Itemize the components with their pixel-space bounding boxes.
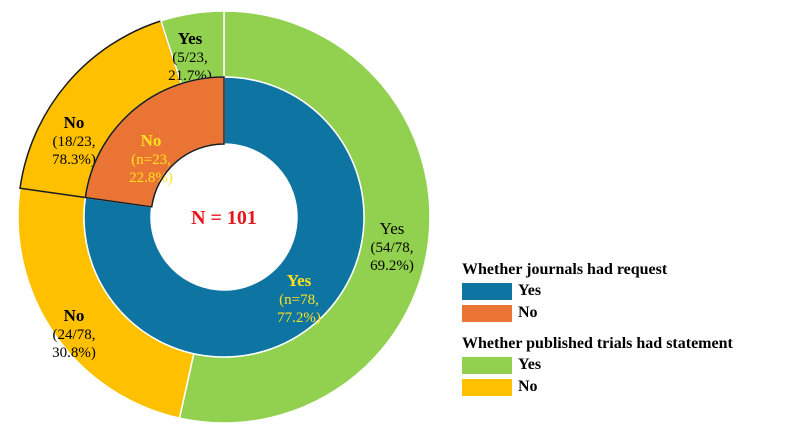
legend-item-statement-yes: Yes	[462, 354, 792, 376]
legend-item-statement-no: No	[462, 376, 792, 398]
inner-label-no-1: No (n=23, 22.8%)	[129, 131, 173, 186]
outer-label-yes-0: Yes (54/78, 69.2%)	[370, 219, 414, 274]
nested-donut-chart: Yes (54/78, 69.2%) No (24/78, 30.8%) No (18/23,…	[17, 10, 431, 424]
legend-label-request-no: No	[518, 304, 538, 321]
legend-swatch-request-no	[462, 304, 512, 322]
center-total-label: N = 101	[191, 207, 257, 229]
legend-label-statement-yes: Yes	[518, 356, 542, 373]
legend-label-statement-no: No	[518, 378, 538, 395]
legend-item-request-yes: Yes	[462, 280, 792, 302]
legend-swatch-request-yes	[462, 282, 512, 300]
legend: Whether journals had request Yes No Whet…	[462, 260, 792, 398]
legend-label-request-yes: Yes	[518, 282, 542, 299]
outer-label-no-1: No (24/78, 30.8%)	[52, 306, 96, 361]
legend-title-journal-request: Whether journals had request	[462, 261, 668, 278]
legend-group-trial-statement: Whether published trials had statement Y…	[462, 334, 792, 398]
legend-item-request-no: No	[462, 302, 792, 324]
legend-title-trial-statement: Whether published trials had statement	[462, 335, 733, 352]
legend-swatch-statement-no	[462, 378, 512, 396]
legend-swatch-statement-yes	[462, 356, 512, 374]
legend-group-journal-request: Whether journals had request Yes No	[462, 260, 792, 324]
inner-label-yes-0: Yes (n=78, 77.2%)	[277, 271, 321, 326]
outer-label-no-2: No (18/23, 78.3%)	[52, 113, 96, 168]
inner-no-outline	[84, 76, 225, 208]
inner-slice-yes-0	[83, 76, 365, 358]
